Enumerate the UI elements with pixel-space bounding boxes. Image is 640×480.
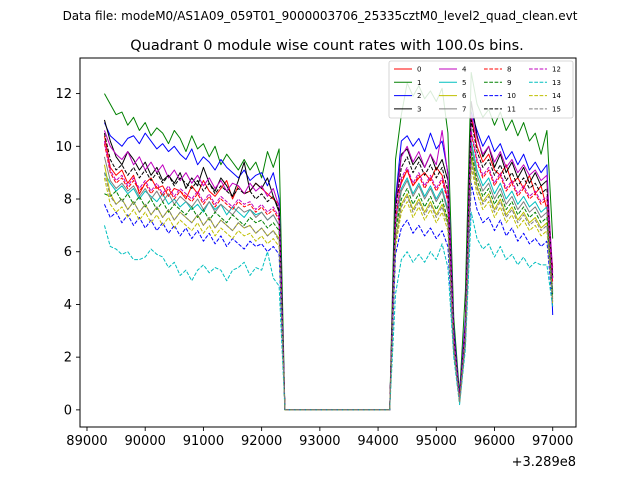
x-tick-label: 89000 — [66, 434, 107, 449]
chart-suptitle: Data file: modeM0/AS1A09_059T01_90000037… — [63, 9, 578, 23]
legend-label-0: 0 — [417, 66, 421, 74]
legend-label-12: 12 — [552, 66, 561, 74]
x-tick-label: 93000 — [299, 434, 340, 449]
legend-label-1: 1 — [417, 79, 421, 87]
y-tick-label: 12 — [55, 87, 72, 102]
x-tick-label: 97000 — [532, 434, 573, 449]
legend-label-3: 3 — [417, 105, 421, 113]
legend-label-2: 2 — [417, 92, 421, 100]
x-tick-label: 94000 — [357, 434, 398, 449]
y-tick-label: 10 — [55, 140, 72, 155]
x-tick-label: 91000 — [183, 434, 224, 449]
y-tick-label: 2 — [64, 351, 72, 366]
x-tick-label: 90000 — [125, 434, 166, 449]
legend-label-9: 9 — [507, 79, 511, 87]
chart-title: Quadrant 0 module wise count rates with … — [130, 38, 524, 54]
series-line-9 — [104, 151, 554, 411]
legend-box — [388, 60, 574, 119]
legend-label-11: 11 — [507, 105, 516, 113]
x-offset-label: +3.289e8 — [512, 455, 576, 470]
legend-label-6: 6 — [462, 92, 467, 100]
x-tick-label: 92000 — [241, 434, 282, 449]
legend-label-5: 5 — [462, 79, 466, 87]
y-tick-label: 0 — [64, 403, 72, 418]
plot-area — [103, 72, 554, 411]
x-tick-label: 95000 — [416, 434, 457, 449]
legend-label-13: 13 — [552, 79, 561, 87]
legend-label-7: 7 — [462, 105, 466, 113]
axes: 89000 90000 91000 92000 93000 94000 95000 96000… — [55, 57, 577, 449]
legend-label-10: 10 — [507, 92, 516, 100]
y-tick-label: 4 — [64, 298, 72, 313]
legend-label-14: 14 — [552, 92, 561, 100]
axes-frame — [79, 57, 577, 428]
legend-label-8: 8 — [507, 66, 511, 74]
legend-label-15: 15 — [552, 105, 561, 113]
y-tick-label: 6 — [64, 245, 72, 260]
legend-label-4: 4 — [462, 66, 467, 74]
series-line-15 — [103, 161, 554, 411]
x-tick-label: 96000 — [474, 434, 515, 449]
y-tick-label: 8 — [64, 193, 72, 208]
